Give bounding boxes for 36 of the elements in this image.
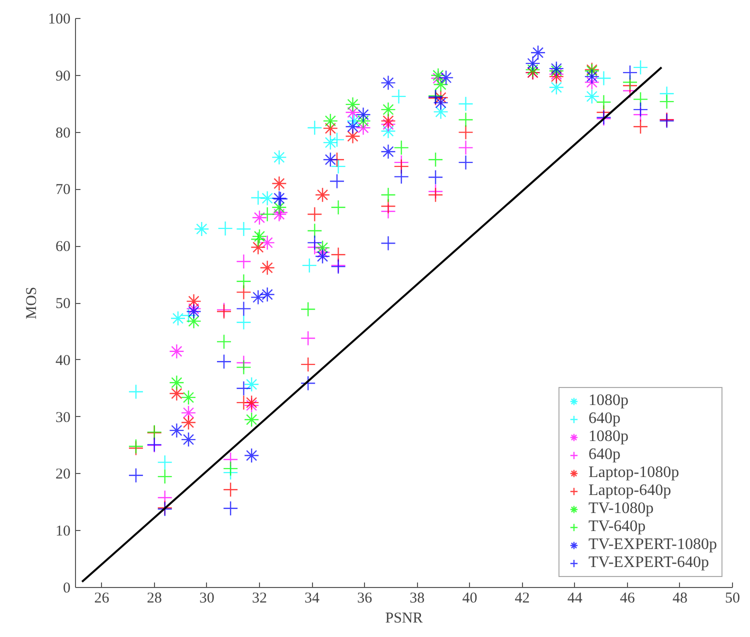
y-tick-label: 10 [56,524,70,540]
y-tick-label: 40 [56,352,70,369]
legend-label: TV-EXPERT-1080p [588,536,717,554]
x-tick-label: 44 [567,590,583,606]
y-tick-label: 50 [56,296,70,312]
y-tick-label: 70 [56,182,70,198]
x-tick-label: 34 [304,590,320,606]
y-tick-label: 90 [56,68,70,84]
x-tick-label: 38 [410,590,425,606]
y-tick-label: 60 [56,239,70,256]
legend-label: Laptop-1080p [588,464,680,482]
y-tick-label: 80 [56,125,70,142]
x-tick-label: 42 [514,590,530,606]
legend-label: 1080p [588,428,628,446]
x-tick-label: 30 [199,590,214,606]
x-tick-label: 32 [252,590,267,606]
y-tick-label: 30 [56,410,70,426]
y-tick-label: 0 [63,580,70,596]
x-tick-label: 36 [357,590,373,606]
y-tick-label: 100 [48,12,70,28]
y-axis-title: MOS [24,286,40,320]
x-tick-label: 28 [146,590,162,606]
legend-label: 640p [588,410,620,428]
x-tick-label: 40 [462,590,478,606]
y-tick-label: 20 [56,466,70,483]
legend-label: 1080p [588,392,628,410]
x-tick-label: 26 [94,590,110,606]
x-tick-label: 46 [620,590,636,606]
legend-label: TV-640p [588,518,646,536]
x-tick-label: 50 [725,590,740,606]
legend-label: Laptop-640p [588,482,672,500]
legend-label: TV-EXPERT-640p [588,554,709,572]
legend-label: 640p [588,446,620,464]
legend-label: TV-1080p [588,500,654,518]
x-axis-title: PSNR [385,610,423,626]
x-tick-label: 48 [672,590,688,606]
